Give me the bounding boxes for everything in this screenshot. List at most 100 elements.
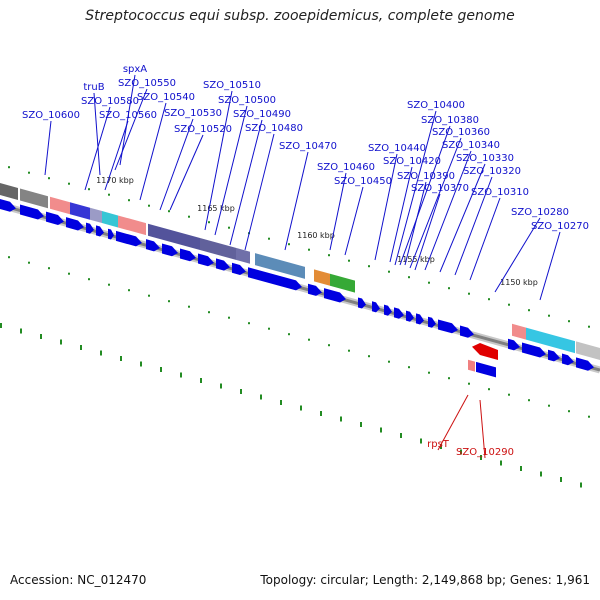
gene-label: SZO_10370 (411, 183, 469, 194)
gene-leader-line (84, 106, 111, 191)
guide-dot (228, 226, 230, 229)
cds-forward-arrow (86, 222, 94, 234)
gene-label: SZO_10460 (317, 162, 375, 173)
guide-dot (508, 303, 510, 306)
gene-leader-line (437, 394, 469, 451)
gene-label: SZO_10340 (442, 140, 500, 151)
guide-dot (8, 166, 10, 169)
guide-dot (228, 316, 230, 319)
gene-label: SZO_10600 (22, 110, 80, 121)
feature-band-rpsT (468, 359, 475, 372)
feature-band (148, 223, 200, 250)
guide-dot (108, 193, 110, 196)
feature-band (236, 247, 250, 264)
guide-dot (508, 393, 510, 396)
guide-dot (208, 311, 210, 314)
cds-forward-arrow (108, 228, 114, 240)
guide-dot (288, 243, 290, 246)
guide-dot (248, 322, 250, 325)
feature-band (90, 207, 102, 224)
gene-leader-line (214, 105, 248, 236)
gene-leader-line (169, 134, 204, 211)
gc-skew-mark (340, 416, 342, 422)
gene-leader-line (424, 150, 472, 271)
gene-label: SZO_10400 (407, 100, 465, 111)
gene-leader-line (389, 166, 413, 263)
gene-leader-line (329, 172, 347, 251)
cds-forward-arrow (384, 304, 392, 316)
guide-dot (368, 265, 370, 268)
guide-dot (488, 298, 490, 301)
guide-dot (548, 404, 550, 407)
gene-leader-line (414, 193, 441, 271)
gene-leader-line (114, 88, 148, 171)
gene-leader-line (404, 181, 427, 266)
guide-dot (168, 300, 170, 303)
feature-band-track (0, 183, 600, 360)
cds-forward-arrow (66, 217, 84, 231)
gc-skew-mark (300, 405, 302, 411)
cds-forward-arrow (372, 301, 380, 313)
gene-label: spxA (123, 64, 147, 75)
gene-leader-line (244, 133, 275, 251)
gc-skew-mark (60, 339, 62, 345)
guide-dot (108, 283, 110, 286)
gc-skew-mark (280, 400, 282, 405)
gc-skew-mark (0, 323, 2, 328)
cds-forward-arrow (460, 325, 474, 338)
cds-forward-arrow (576, 357, 594, 371)
feature-band (255, 253, 305, 279)
tick-label: 1155 kbp (397, 255, 435, 264)
guide-dot (448, 287, 450, 290)
gene-leader-line (44, 120, 52, 176)
gene-leader-line (229, 119, 263, 246)
gc-skew-mark (40, 334, 42, 339)
guide-dot (448, 377, 450, 380)
gc-skew-mark (80, 345, 82, 350)
cds-forward-arrow (248, 267, 302, 291)
ruler-dot-guides (8, 166, 590, 418)
cds-forward-arrow (324, 288, 346, 303)
guide-dot (268, 237, 270, 240)
gene-leader-line (469, 197, 501, 281)
guide-dot (568, 410, 570, 413)
guide-dot (528, 399, 530, 402)
guide-dot (588, 415, 590, 418)
gc-skew-mark (200, 378, 202, 383)
gene-label: SZO_10540 (137, 92, 195, 103)
gene-label: SZO_10490 (233, 109, 291, 120)
guide-dot (348, 349, 350, 352)
feature-band (118, 215, 146, 236)
guide-dot (468, 292, 470, 295)
guide-dot (568, 320, 570, 323)
cds-forward-arrow (406, 310, 414, 322)
feature-band (576, 341, 600, 360)
gc-skew-mark (520, 466, 522, 471)
gene-leader-line (374, 153, 398, 261)
cds-forward-arrow (96, 225, 104, 237)
guide-dot (428, 371, 430, 374)
guide-dot (28, 171, 30, 174)
gene-label: SZO_10510 (203, 80, 261, 91)
accession-label: Accession: NC_012470 (10, 573, 147, 587)
gene-label: SZO_10580 (81, 96, 139, 107)
guide-dot (388, 270, 390, 273)
guide-dot (428, 281, 430, 284)
guide-dot (328, 344, 330, 347)
gene-leader-line (104, 120, 129, 191)
cds-forward-arrow (116, 230, 142, 247)
gc-skew-mark (480, 455, 482, 460)
feature-band (550, 334, 575, 354)
guide-dot (488, 388, 490, 391)
cds-forward-arrow (522, 342, 546, 358)
gene-leader-line (494, 217, 541, 293)
gc-skew-mark (100, 350, 102, 356)
cds-forward-arrow (308, 283, 322, 296)
cds-forward-arrow (180, 248, 196, 262)
gene-labels: spxASZO_10550truBSZO_10540SZO_10580SZO_1… (22, 64, 589, 458)
guide-dot (268, 327, 270, 330)
gene-leader-line (159, 118, 194, 211)
feature-band (50, 196, 70, 215)
guide-dot (128, 199, 130, 202)
